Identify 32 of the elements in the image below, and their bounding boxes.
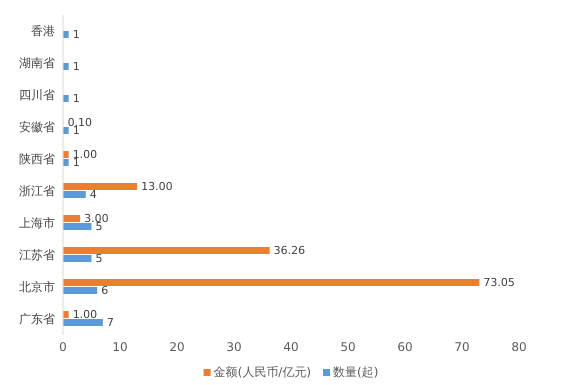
y-tick-label: 香港 <box>31 24 55 38</box>
data-label: 1 <box>72 28 80 41</box>
data-label: 73.05 <box>483 276 515 289</box>
x-tick-label: 0 <box>59 340 67 354</box>
legend-label: 数量(起) <box>333 365 378 379</box>
data-label: 36.26 <box>274 244 306 257</box>
x-tick-label: 70 <box>454 340 470 354</box>
y-tick-label: 陕西省 <box>19 152 55 166</box>
legend-label: 金额(人民币/亿元) <box>214 365 312 379</box>
y-tick-label: 湖南省 <box>19 56 55 70</box>
x-tick-label: 10 <box>112 340 128 354</box>
y-tick-label: 北京市 <box>19 280 55 294</box>
y-tick-label: 江苏省 <box>19 248 55 262</box>
data-label: 7 <box>106 316 114 329</box>
x-tick-label: 20 <box>169 340 185 354</box>
y-tick-label: 四川省 <box>19 88 55 102</box>
y-tick-label: 上海市 <box>19 216 55 230</box>
x-tick-label: 60 <box>397 340 413 354</box>
y-tick-label: 浙江省 <box>19 184 55 198</box>
x-tick-label: 50 <box>340 340 356 354</box>
data-label: 1 <box>72 60 80 73</box>
x-tick-label: 40 <box>283 340 299 354</box>
x-tick-label: 30 <box>226 340 242 354</box>
data-label: 6 <box>101 284 108 297</box>
y-tick-label: 安徽省 <box>19 120 55 134</box>
data-label: 1.00 <box>72 308 98 321</box>
y-tick-label: 广东省 <box>19 312 55 326</box>
data-label: 13.00 <box>141 180 173 193</box>
x-tick-label: 80 <box>511 340 527 354</box>
data-label: 4 <box>90 188 97 201</box>
data-label: 1 <box>72 92 80 105</box>
data-label: 5 <box>96 252 102 265</box>
